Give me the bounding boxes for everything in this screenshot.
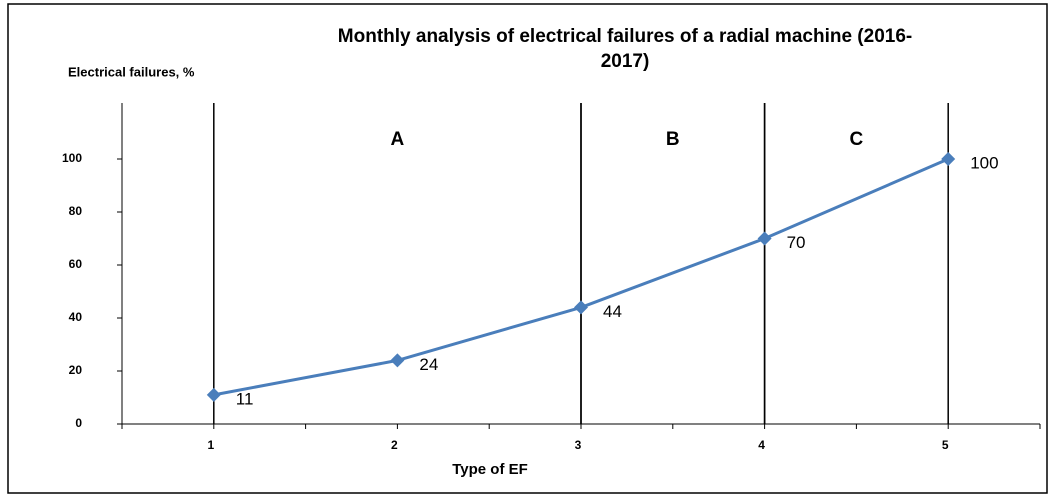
x-tick-label: 1 <box>207 438 214 452</box>
point <box>757 231 772 246</box>
point <box>390 353 405 368</box>
y-tick-label: 40 <box>69 310 83 324</box>
y-tick-label: 20 <box>69 363 83 377</box>
y-tick-label: 0 <box>75 416 82 430</box>
data-label: 44 <box>603 302 622 321</box>
point <box>574 300 588 315</box>
chart-title: Monthly analysis of electrical failures … <box>337 26 913 72</box>
data-label: 24 <box>419 355 438 374</box>
data-label: 100 <box>970 153 998 172</box>
y-tick-label: 80 <box>69 204 83 218</box>
frame <box>7 3 1048 494</box>
point <box>206 387 221 402</box>
data-label: 70 <box>787 233 806 252</box>
x-axis-label: Type of EF <box>452 461 528 478</box>
x-tick-label: 5 <box>942 438 949 452</box>
x-tick-label: 4 <box>758 438 765 452</box>
region-label: B <box>666 129 680 150</box>
region-label: C <box>850 129 864 150</box>
x-tick-label: 2 <box>391 438 398 452</box>
point <box>941 152 956 166</box>
y-axis-label: Electrical failures, % <box>68 64 195 79</box>
x-tick-label: 3 <box>575 438 582 452</box>
data-label: 11 <box>236 389 254 408</box>
y-tick-label: 60 <box>69 257 83 271</box>
y-tick-label: 100 <box>62 151 82 165</box>
region-label: A <box>391 129 405 150</box>
